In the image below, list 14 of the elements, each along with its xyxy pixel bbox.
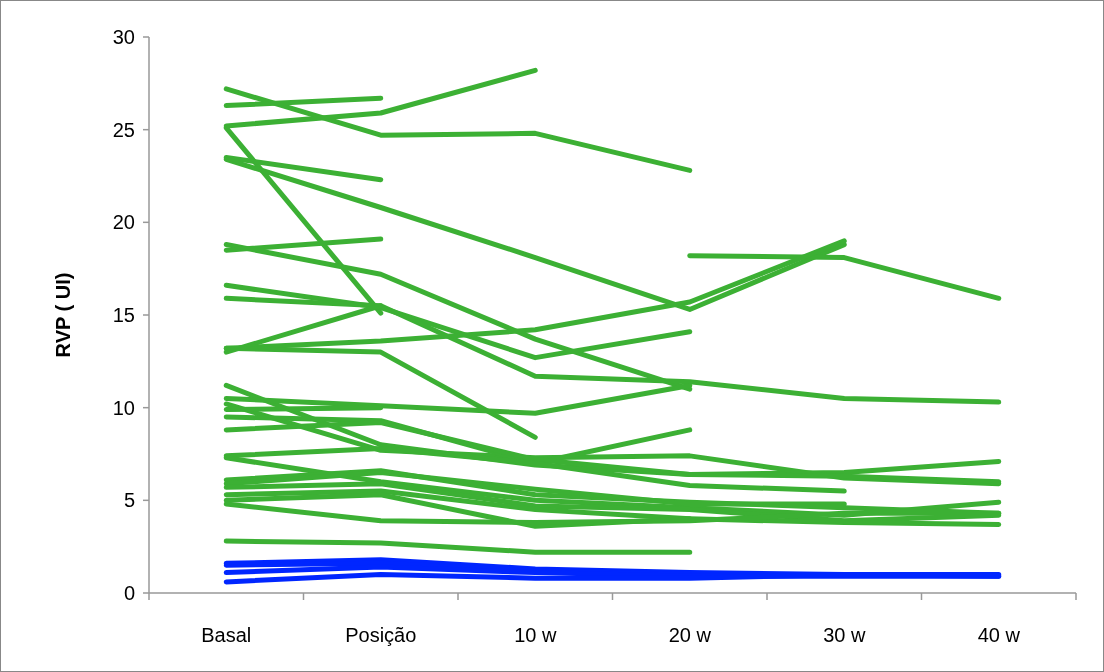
y-tick-label: 5	[123, 489, 135, 512]
y-tick-label: 0	[123, 582, 135, 604]
x-tick-label: Basal	[201, 624, 252, 646]
y-tick-label: 30	[112, 26, 135, 48]
y-tick-label: 20	[112, 211, 135, 234]
x-tick-label: 20 w	[668, 624, 712, 646]
x-tick-label: 10 w	[514, 624, 557, 646]
x-tick-label: 40 w	[977, 624, 1021, 646]
y-tick-label: 25	[112, 118, 135, 141]
x-tick-label: Posição	[345, 624, 417, 646]
x-tick-label: 30 w	[823, 624, 866, 646]
y-axis-title: RVP ( UI)	[52, 272, 74, 358]
y-tick-label: 15	[112, 304, 135, 326]
y-tick-label: 10	[112, 396, 135, 419]
